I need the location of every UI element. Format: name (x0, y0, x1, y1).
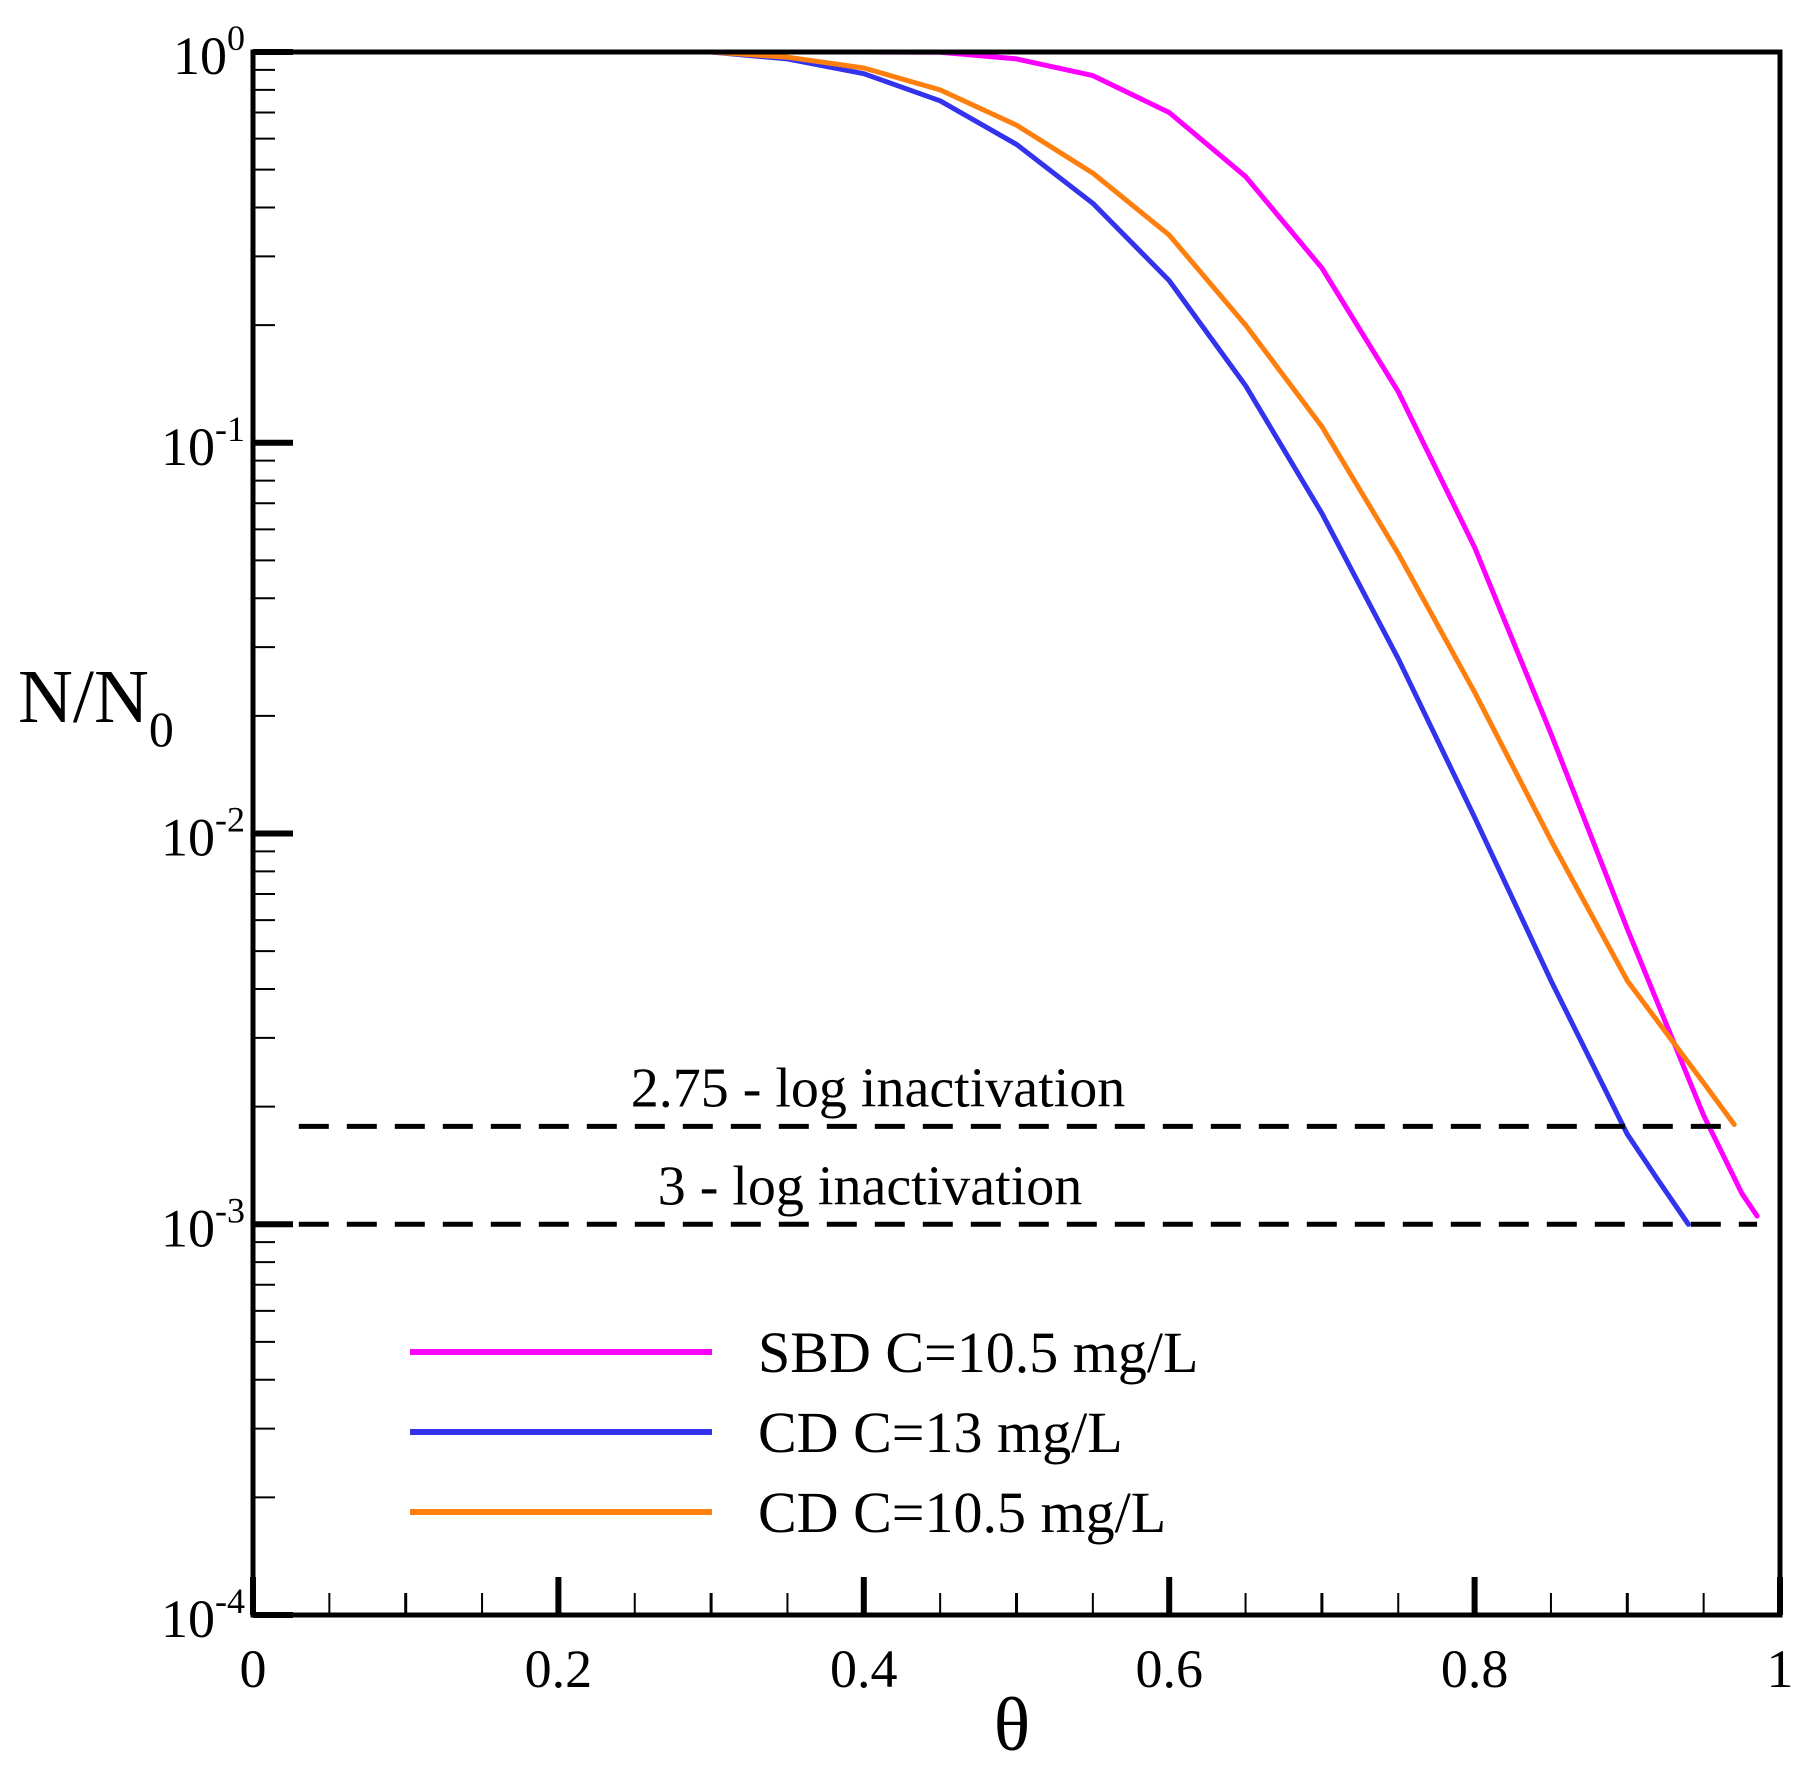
reference-labels: 2.75 - log inactivation 3 - log inactivat… (631, 1057, 1126, 1217)
x-tick-labels: 0 0.2 0.4 0.6 0.8 1 (240, 1639, 1794, 1699)
x-tick-label: 0.6 (1135, 1639, 1203, 1699)
legend-label-1: SBD C=10.5 mg/L (758, 1320, 1198, 1385)
y-tick-label: 100 (173, 18, 245, 86)
y-tick-label: 10-1 (161, 409, 245, 477)
series-line-3 (296, 49, 1737, 1127)
x-tick-label: 0 (240, 1639, 267, 1699)
y-tick-labels: 100 10-1 10-2 10-3 10-4 (161, 18, 245, 1649)
y-tick-label: 10-2 (161, 800, 245, 868)
major-ticks (250, 49, 1783, 1618)
y-axis-label: N/N0 (18, 655, 174, 757)
x-tick-label: 0.4 (830, 1639, 898, 1699)
legend-label-2: CD C=13 mg/L (758, 1400, 1123, 1465)
legend: SBD C=10.5 mg/L CD C=13 mg/L CD C=10.5 mg/… (410, 1320, 1198, 1545)
x-tick-label: 1 (1767, 1639, 1794, 1699)
reference-label-1: 2.75 - log inactivation (631, 1057, 1126, 1119)
x-tick-label: 0.2 (525, 1639, 593, 1699)
y-axis-label-base: N/N (18, 655, 149, 739)
y-axis-label-subscript: 0 (149, 701, 174, 757)
reference-lines (298, 1123, 1758, 1227)
series-line-1 (296, 49, 1760, 1219)
reference-label-2: 3 - log inactivation (658, 1155, 1083, 1217)
legend-label-3: CD C=10.5 mg/L (758, 1480, 1166, 1545)
x-tick-label: 0.8 (1441, 1639, 1509, 1699)
x-axis-label: θ (994, 1683, 1030, 1767)
series-layer (296, 49, 1760, 1227)
y-tick-label: 10-3 (161, 1190, 245, 1258)
minor-ticks (253, 68, 1705, 1615)
y-tick-label: 10-4 (161, 1581, 245, 1649)
series-line-2 (296, 49, 1691, 1227)
